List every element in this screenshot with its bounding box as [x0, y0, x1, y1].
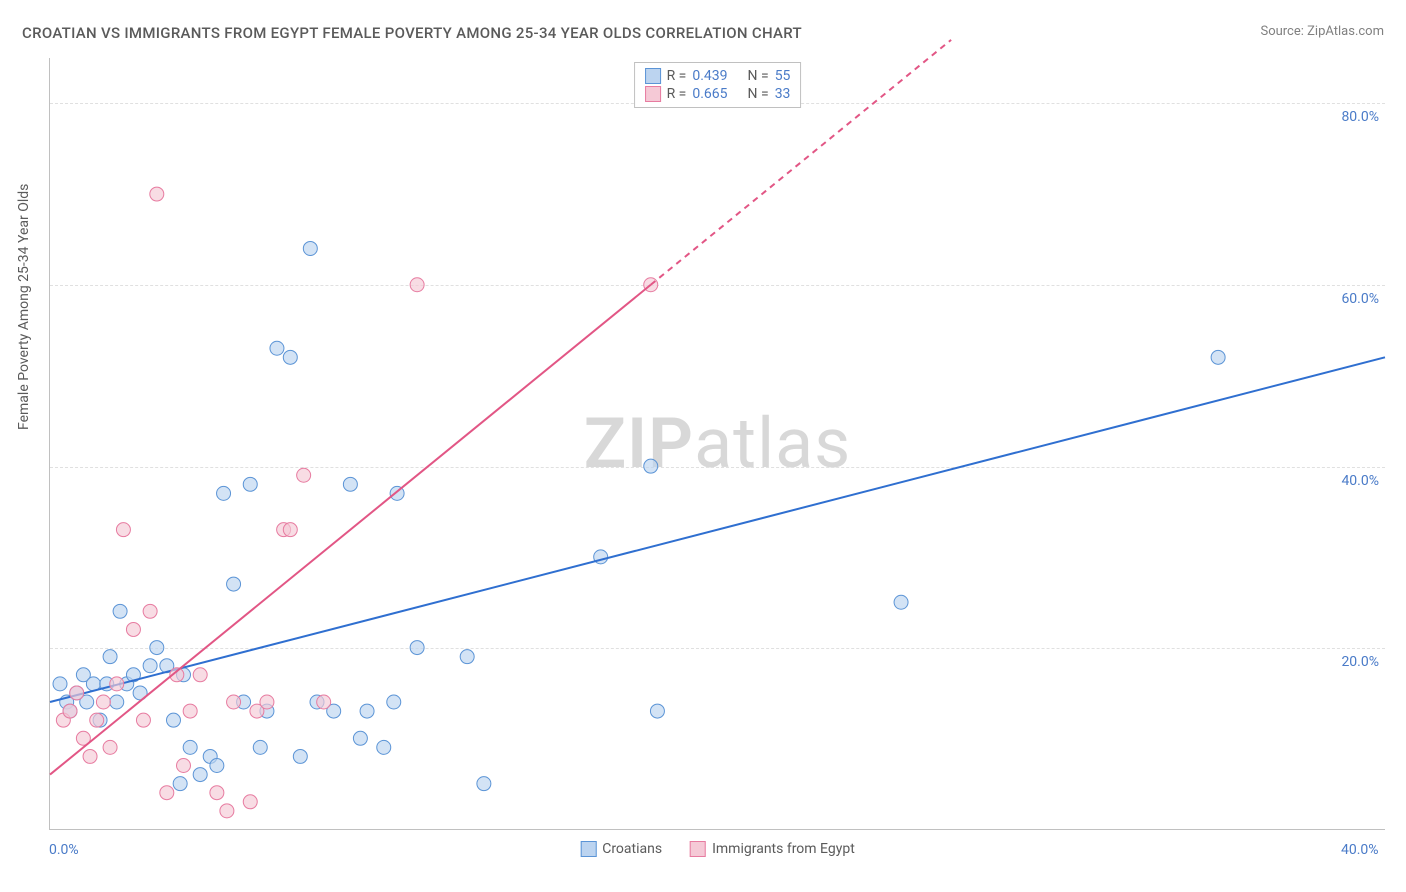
data-point	[220, 804, 234, 818]
correlation-chart: CROATIAN VS IMMIGRANTS FROM EGYPT FEMALE…	[0, 0, 1406, 892]
plot-area: ZIPatlas 20.0%40.0%60.0%80.0% R =0.439N …	[49, 58, 1385, 830]
data-point	[217, 486, 231, 500]
data-point	[283, 523, 297, 537]
trend-line	[50, 357, 1385, 702]
data-point	[387, 695, 401, 709]
data-point	[110, 695, 124, 709]
data-point	[477, 777, 491, 791]
data-point	[103, 740, 117, 754]
data-point	[90, 713, 104, 727]
data-point	[183, 740, 197, 754]
data-point	[243, 477, 257, 491]
data-point	[150, 641, 164, 655]
data-point	[410, 641, 424, 655]
data-point	[377, 740, 391, 754]
trend-line-dashed	[651, 40, 951, 285]
data-point	[210, 759, 224, 773]
legend-swatch	[690, 841, 706, 857]
data-point	[183, 704, 197, 718]
data-point	[83, 749, 97, 763]
data-point	[283, 350, 297, 364]
data-point	[110, 677, 124, 691]
data-point	[353, 731, 367, 745]
data-point	[410, 278, 424, 292]
data-point	[343, 477, 357, 491]
data-point	[136, 713, 150, 727]
data-point	[160, 786, 174, 800]
data-point	[253, 740, 267, 754]
data-point	[150, 187, 164, 201]
data-point	[193, 768, 207, 782]
source-label: Source: ZipAtlas.com	[1260, 24, 1384, 39]
data-point	[143, 604, 157, 618]
data-point	[650, 704, 664, 718]
data-point	[103, 650, 117, 664]
data-point	[227, 695, 241, 709]
data-point	[297, 468, 311, 482]
data-point	[644, 459, 658, 473]
data-point	[193, 668, 207, 682]
data-point	[460, 650, 474, 664]
data-point	[96, 695, 110, 709]
legend-label: Immigrants from Egypt	[712, 841, 855, 857]
trend-line	[50, 285, 651, 775]
legend-label: Croatians	[602, 841, 662, 857]
data-point	[143, 659, 157, 673]
data-point	[243, 795, 257, 809]
legend-swatch	[580, 841, 596, 857]
data-point	[126, 622, 140, 636]
data-point	[360, 704, 374, 718]
series-legend: Croatians Immigrants from Egypt	[580, 841, 855, 857]
data-point	[227, 577, 241, 591]
data-point	[63, 704, 77, 718]
data-point	[260, 695, 274, 709]
data-point	[270, 341, 284, 355]
data-point	[293, 749, 307, 763]
data-point	[317, 695, 331, 709]
legend-item: Croatians	[580, 841, 662, 857]
data-point	[894, 595, 908, 609]
data-point	[166, 713, 180, 727]
data-point	[177, 759, 191, 773]
data-point	[70, 686, 84, 700]
data-point	[113, 604, 127, 618]
legend-item: Immigrants from Egypt	[690, 841, 855, 857]
x-tick-label: 0.0%	[49, 842, 79, 858]
data-point	[116, 523, 130, 537]
data-point	[1211, 350, 1225, 364]
data-point	[53, 677, 67, 691]
data-point	[303, 241, 317, 255]
plot-svg	[50, 58, 1385, 829]
x-tick-label: 40.0%	[1341, 842, 1379, 858]
data-point	[210, 786, 224, 800]
chart-title: CROATIAN VS IMMIGRANTS FROM EGYPT FEMALE…	[22, 24, 802, 42]
y-axis-label: Female Poverty Among 25-34 Year Olds	[16, 184, 32, 430]
data-point	[173, 777, 187, 791]
